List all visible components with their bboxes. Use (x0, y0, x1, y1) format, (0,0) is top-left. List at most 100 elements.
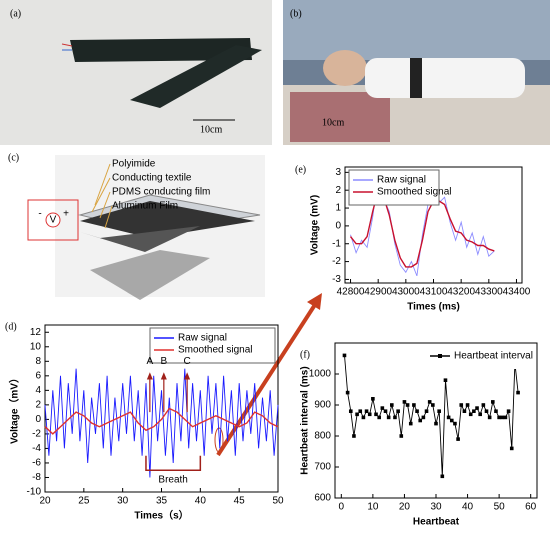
annotation: B (160, 356, 167, 367)
marker (418, 418, 423, 423)
body (365, 58, 525, 98)
scale-label: 10cm (322, 117, 344, 128)
y-tick-label: -6 (32, 458, 41, 469)
y-tick-label: 2 (35, 400, 41, 411)
panel-label: (f) (300, 349, 310, 360)
y-axis-title: Voltage（mV） (8, 373, 21, 444)
x-tick-label: 50 (494, 502, 506, 513)
panel-label: (a) (10, 8, 21, 19)
y-tick-label: 8 (35, 356, 41, 367)
marker (367, 412, 372, 417)
legend-label: Heartbeat interval (454, 351, 533, 362)
marker (468, 412, 473, 417)
y-tick-label: 1000 (309, 369, 332, 380)
belt (70, 38, 252, 62)
marker (348, 409, 353, 413)
annotation-head (160, 372, 167, 380)
marker (374, 412, 378, 417)
marker (415, 409, 419, 413)
annotation: A (147, 356, 154, 367)
layer (80, 201, 255, 238)
marker (431, 403, 435, 407)
x-tick-label: 40 (462, 502, 474, 513)
marker (386, 415, 391, 420)
y-tick-label: 4 (35, 385, 41, 396)
legend-marker (438, 354, 442, 358)
panel-label: (e) (295, 164, 306, 175)
breath-bracket (145, 455, 202, 471)
y-axis-title: Heartbeat interval (ms) (300, 366, 311, 474)
marker (399, 434, 404, 438)
marker (494, 409, 498, 413)
marker (371, 397, 375, 401)
marker (434, 421, 438, 426)
layer-label: Polyimide (112, 159, 156, 170)
marker (412, 403, 416, 407)
layer (80, 226, 200, 252)
x-tick-label: 42900 (364, 287, 392, 298)
y-tick-label: 600 (314, 493, 331, 504)
zoom-arrow-head (307, 293, 322, 310)
legend-box (348, 169, 440, 206)
marker (465, 403, 470, 407)
layer-label: Aluminum Film (112, 201, 178, 212)
y-tick-label: -10 (27, 487, 42, 498)
marker (443, 378, 448, 382)
marker (440, 474, 445, 479)
y-tick-label: 1 (335, 203, 341, 214)
belt (410, 58, 422, 98)
y-tick-label: -1 (332, 238, 341, 249)
scale-label: 10cm (200, 124, 222, 135)
x-axis-title: Times（s） (134, 509, 188, 522)
marker (487, 415, 492, 420)
marker (380, 406, 385, 410)
legend-label: Raw signal (377, 175, 426, 186)
leaders (91, 163, 113, 229)
marker (408, 421, 413, 426)
circuit (27, 199, 79, 241)
x-tick-label: 20 (399, 502, 411, 513)
belt (130, 45, 262, 108)
y-tick-label: 12 (30, 327, 42, 338)
x-tick-label: 43400 (503, 287, 531, 298)
legend-label: Smoothed signal (178, 345, 253, 356)
shadow (90, 250, 210, 300)
meter-label: V (50, 215, 57, 226)
x-tick-label: 35 (156, 496, 168, 507)
marker (462, 409, 467, 413)
x-tick-label: 30 (117, 496, 129, 507)
x-tick-label: 30 (430, 502, 442, 513)
marker (500, 415, 505, 420)
y-tick-label: 3 (335, 167, 341, 178)
marker (390, 403, 394, 407)
marker (497, 415, 501, 420)
x-tick-label: 25 (78, 496, 90, 507)
x-tick-label: 40 (195, 496, 207, 507)
marker (393, 415, 397, 420)
y-tick-label: 2 (335, 185, 341, 196)
y-tick-label: -8 (32, 472, 41, 483)
x-tick-label: 43100 (420, 287, 448, 298)
x-tick-label: 60 (525, 502, 537, 513)
marker (364, 409, 369, 413)
y-tick-label: 800 (314, 431, 331, 442)
series-line (44, 368, 279, 478)
marker (449, 418, 454, 423)
x-tick-label: 43000 (392, 287, 420, 298)
layer-label: PDMS conducting film (112, 187, 210, 198)
marker (481, 403, 486, 407)
marker (509, 446, 514, 451)
marker (503, 415, 508, 420)
x-tick-label: 10 (367, 502, 379, 513)
marker (377, 415, 381, 420)
meter-label: - (38, 209, 41, 220)
y-tick-label: 0 (35, 414, 41, 425)
marker (383, 409, 388, 413)
marker (453, 421, 457, 426)
photo-a (0, 0, 272, 145)
panel-label: (d) (5, 321, 17, 332)
y-tick-label: 0 (335, 221, 341, 232)
x-axis-title: Heartbeat (413, 517, 460, 528)
marker (421, 415, 426, 420)
